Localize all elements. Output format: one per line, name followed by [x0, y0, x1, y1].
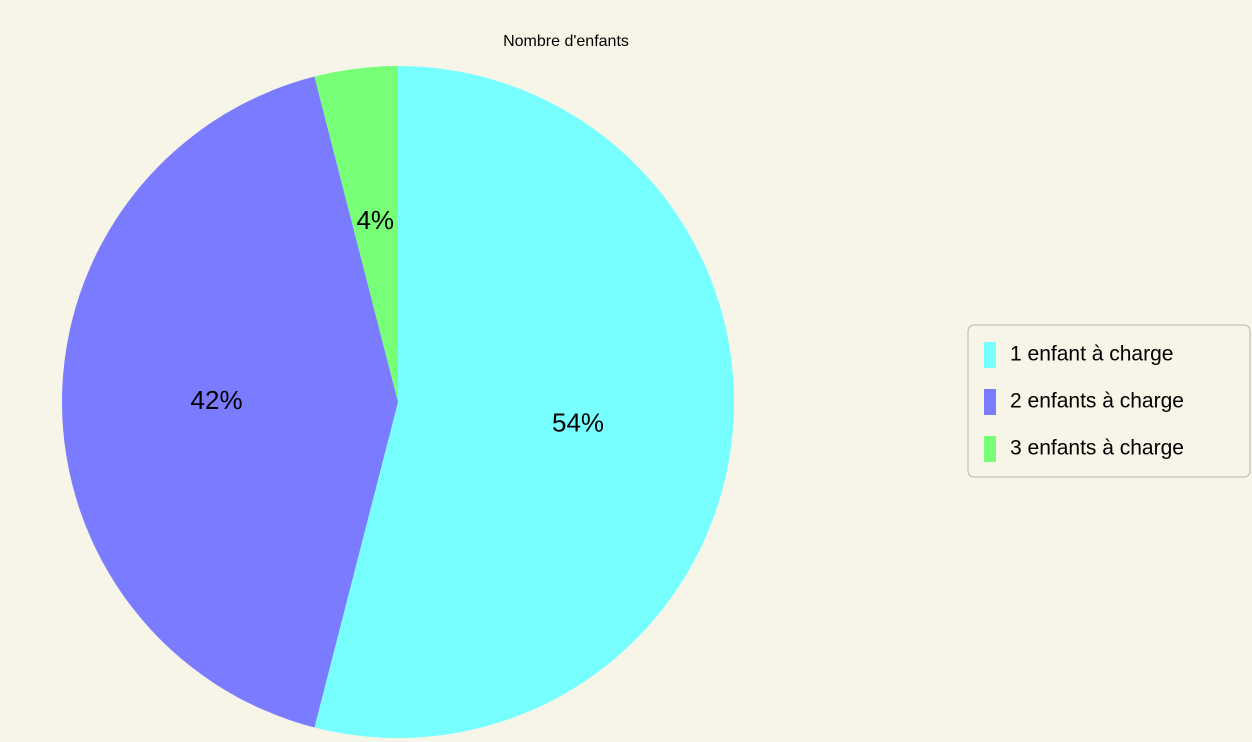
- legend-label: 2 enfants à charge: [1010, 390, 1184, 413]
- legend-swatch: [984, 389, 996, 415]
- legend-box: [967, 324, 1251, 478]
- legend-label: 3 enfants à charge: [1010, 437, 1184, 460]
- pie-slice: [314, 66, 398, 402]
- slice-label: 4%: [356, 205, 394, 235]
- chart-title: Nombre d'enfants: [503, 33, 629, 50]
- pie-slice: [61, 76, 398, 728]
- legend-swatch: [984, 436, 996, 462]
- legend-label: 1 enfant à charge: [1010, 343, 1173, 366]
- pie-slice: [314, 66, 734, 738]
- legend: 1 enfant à charge 2 enfants à charge 3 enf…: [984, 342, 1184, 462]
- slice-label: 42%: [191, 385, 243, 415]
- slice-label: 54%: [552, 408, 604, 438]
- legend-swatch: [984, 342, 996, 368]
- pie: 54% 42% 4%: [61, 66, 734, 738]
